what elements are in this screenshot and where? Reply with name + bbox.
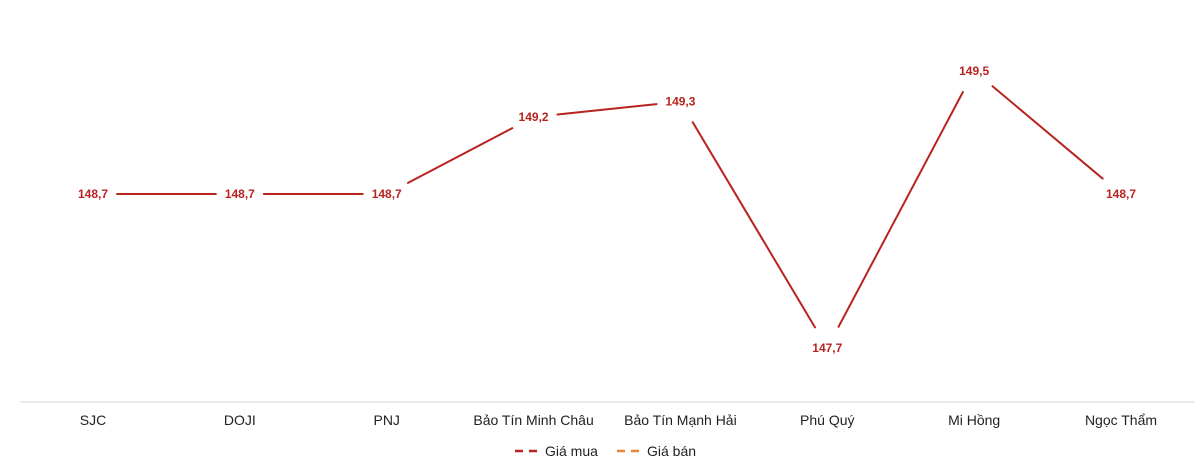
legend-item: Giá mua [515, 443, 598, 459]
data-label: 149,3 [665, 95, 695, 109]
category-label: Mi Hồng [948, 412, 1000, 428]
series-line-segment [556, 103, 658, 116]
category-label: Ngọc Thẩm [1085, 412, 1157, 428]
legend-label: Giá mua [545, 443, 598, 459]
series-line-segment [406, 127, 514, 184]
category-label: Phú Quý [800, 412, 854, 428]
category-label: Bảo Tín Mạnh Hải [624, 412, 737, 428]
category-label: DOJI [224, 412, 256, 428]
data-label-layer: 148,7 148,7 148,7 149,2 149,3 147,7 149,5 148,7… [78, 64, 1136, 355]
series-line-segment [991, 85, 1104, 180]
category-label: PNJ [373, 412, 399, 428]
data-label: 148,7 [1106, 187, 1136, 201]
series-line-segment [837, 91, 964, 328]
data-label: 148,7 [372, 187, 402, 201]
data-label: 149,5 [959, 64, 989, 78]
category-label: SJC [80, 412, 106, 428]
data-label: 147,7 [812, 341, 842, 355]
data-label: 149,2 [519, 110, 549, 124]
legend-item: Giá bán [617, 443, 696, 459]
data-label: 148,7 [225, 187, 255, 201]
category-label: Bảo Tín Minh Châu [473, 412, 593, 428]
legend-label: Giá bán [647, 443, 696, 459]
series-line-segment [691, 121, 816, 329]
series-gia-mua [116, 85, 1104, 329]
data-label: 148,7 [78, 187, 108, 201]
legend: Giá mua Giá bán [515, 443, 696, 459]
category-label-layer: SJC DOJI PNJ Bảo Tín Minh Châu Bảo Tín Mạnh … [80, 412, 1157, 428]
series-layer [116, 85, 1104, 329]
